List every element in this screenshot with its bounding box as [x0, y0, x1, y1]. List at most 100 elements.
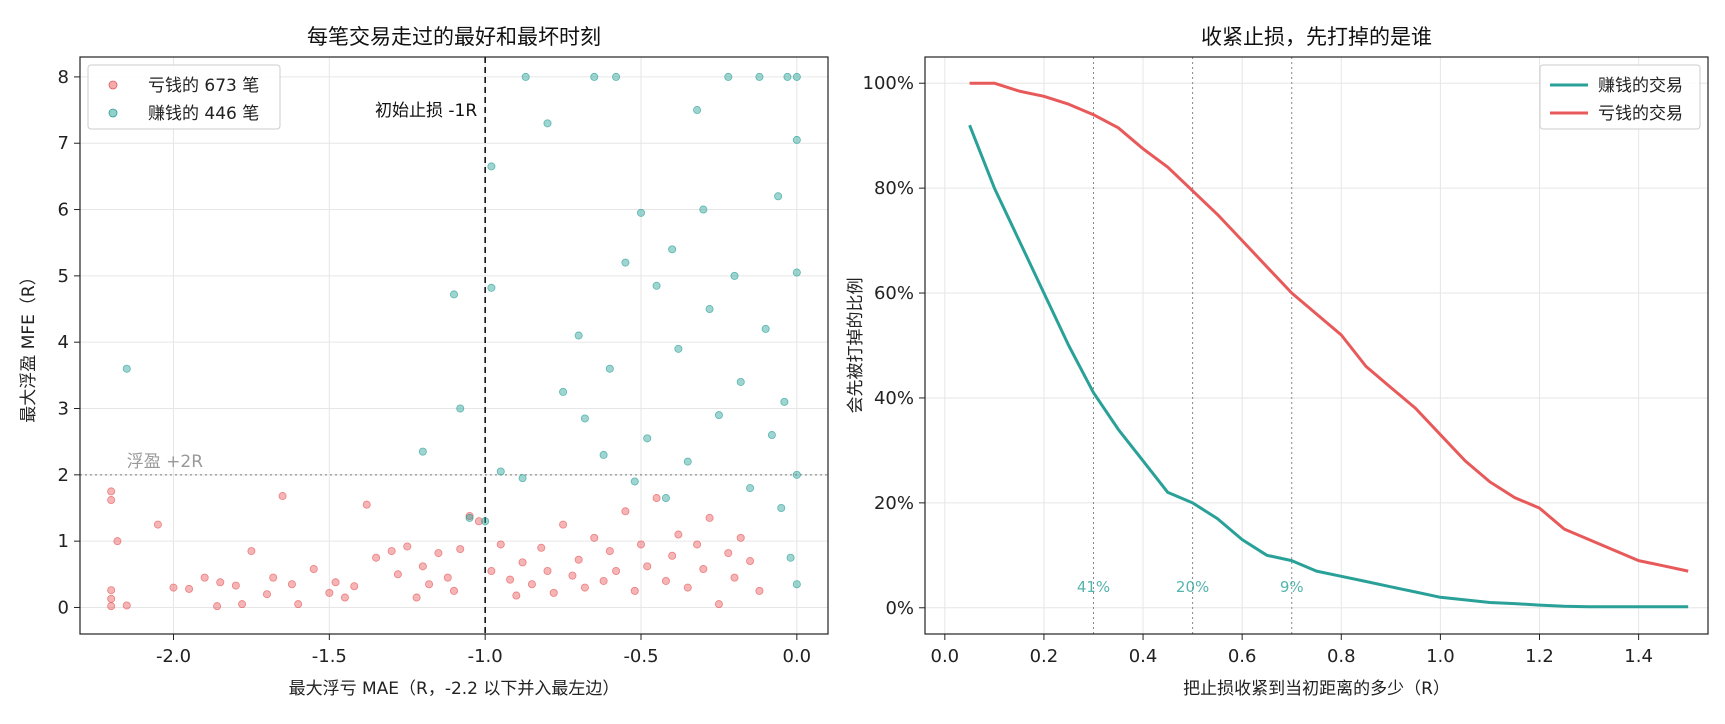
scatter-point-win	[574, 331, 583, 340]
x-tick-label: 1.0	[1426, 646, 1455, 667]
scatter-point-win	[481, 517, 490, 526]
axes-frame	[924, 56, 1709, 635]
scatter-point-loss	[362, 500, 371, 509]
chart-title: 每笔交易走过的最好和最坏时刻	[307, 25, 601, 49]
scatter-point-win	[674, 344, 683, 353]
chart-panel-2: 收紧止损，先打掉的是谁 0.0 0.2 0.4 0.6 0.8 1.0 1.2 1.4 0% 20%…	[846, 25, 1709, 699]
vline-value-label: 20%	[1176, 578, 1209, 596]
scatter-point-win	[668, 245, 677, 254]
scatter-point-loss	[599, 576, 608, 585]
y-tick-label: 40%	[874, 388, 914, 409]
scatter-point-win	[612, 72, 621, 81]
scatter-point-win	[456, 404, 465, 413]
scatter-point-loss	[518, 558, 527, 567]
legend-label: 亏钱的交易	[1598, 104, 1683, 124]
scatter-point-loss	[661, 576, 670, 585]
scatter-point-loss	[724, 549, 733, 558]
scatter-point-loss	[605, 547, 614, 556]
scatter-point-win	[487, 283, 496, 292]
scatter-point-win	[699, 205, 708, 214]
axes-frame	[79, 56, 829, 635]
scatter-point-loss	[487, 566, 496, 575]
scatter-point-loss	[372, 553, 381, 562]
scatter-point-win	[465, 513, 474, 522]
scatter-point-win	[449, 290, 458, 299]
y-tick-label: 5	[58, 266, 69, 287]
scatter-point-win	[783, 72, 792, 81]
scatter-point-win	[683, 457, 692, 466]
scatter-point-loss	[185, 584, 194, 593]
scatter-point-loss	[674, 530, 683, 539]
scatter-point-win	[780, 397, 789, 406]
x-tick-label: 1.2	[1525, 646, 1554, 667]
scatter-point-win	[767, 431, 776, 440]
scatter-point-win	[643, 434, 652, 443]
vline-value-label: 9%	[1280, 578, 1304, 596]
y-tick-label: 2	[58, 465, 69, 486]
scatter-point-win	[599, 450, 608, 459]
scatter-point-loss	[699, 565, 708, 574]
scatter-point-loss	[107, 602, 116, 611]
y-tick-label: 7	[58, 133, 69, 154]
scatter-point-loss	[113, 537, 122, 546]
scatter-point-loss	[668, 551, 677, 560]
scatter-point-loss	[543, 566, 552, 575]
legend-marker	[108, 80, 118, 90]
scatter-point-loss	[403, 542, 412, 551]
scatter-point-win	[705, 305, 714, 314]
x-tick-label: 0.0	[783, 646, 812, 667]
scatter-point-loss	[107, 496, 116, 505]
y-tick-label: 0	[58, 597, 69, 618]
scatter-point-win	[518, 474, 527, 483]
scatter-point-win	[792, 268, 801, 277]
scatter-point-win	[661, 494, 670, 503]
scatter-point-win	[496, 467, 505, 476]
y-axis-label: 最大浮盈 MFE（R）	[19, 268, 39, 422]
scatter-point-loss	[434, 549, 443, 558]
scatter-point-win	[559, 387, 568, 396]
x-axis-label: 最大浮亏 MAE（R，-2.2 以下并入最左边）	[289, 679, 620, 699]
scatter-point-loss	[216, 578, 225, 587]
scatter-point-win	[521, 72, 530, 81]
scatter-point-loss	[278, 492, 287, 501]
scatter-point-loss	[350, 582, 359, 591]
scatter-point-loss	[559, 520, 568, 529]
scatter-point-loss	[325, 588, 334, 597]
legend-label: 亏钱的 673 笔	[148, 76, 259, 96]
scatter-point-loss	[643, 562, 652, 571]
scatter-point-win	[637, 208, 646, 217]
scatter-point-loss	[549, 588, 558, 597]
scatter-point-win	[487, 162, 496, 171]
scatter-point-loss	[465, 511, 474, 520]
scatter-point-loss	[238, 600, 247, 609]
legend-box	[87, 64, 281, 130]
scatter-point-win	[724, 72, 733, 81]
scatter-point-loss	[309, 565, 318, 574]
y-tick-label: 100%	[863, 73, 914, 94]
y-tick-label: 6	[58, 200, 69, 221]
scatter-point-loss	[231, 581, 240, 590]
y-axis-label: 会先被打掉的比例	[846, 278, 866, 414]
scatter-point-loss	[387, 547, 396, 556]
x-tick-label: 0.2	[1030, 646, 1059, 667]
legend-marker	[108, 108, 118, 118]
scatter-point-loss	[294, 600, 303, 609]
scatter-point-loss	[568, 571, 577, 580]
series-line-win	[968, 124, 1689, 609]
scatter-point-loss	[269, 573, 278, 582]
scatter-point-loss	[122, 601, 131, 610]
scatter-point-loss	[425, 580, 434, 589]
vline-value-label: 41%	[1077, 578, 1110, 596]
scatter-point-loss	[612, 566, 621, 575]
scatter-point-loss	[705, 513, 714, 522]
y-tick-label: 8	[58, 67, 69, 88]
scatter-point-win	[730, 271, 739, 280]
legend-label: 赚钱的 446 笔	[148, 104, 259, 124]
scatter-point-win	[774, 192, 783, 201]
scatter-point-win	[621, 258, 630, 267]
vline-label: 初始止损 -1R	[375, 101, 477, 121]
scatter-point-win	[652, 281, 661, 290]
scatter-point-loss	[574, 555, 583, 564]
scatter-point-win	[736, 377, 745, 386]
